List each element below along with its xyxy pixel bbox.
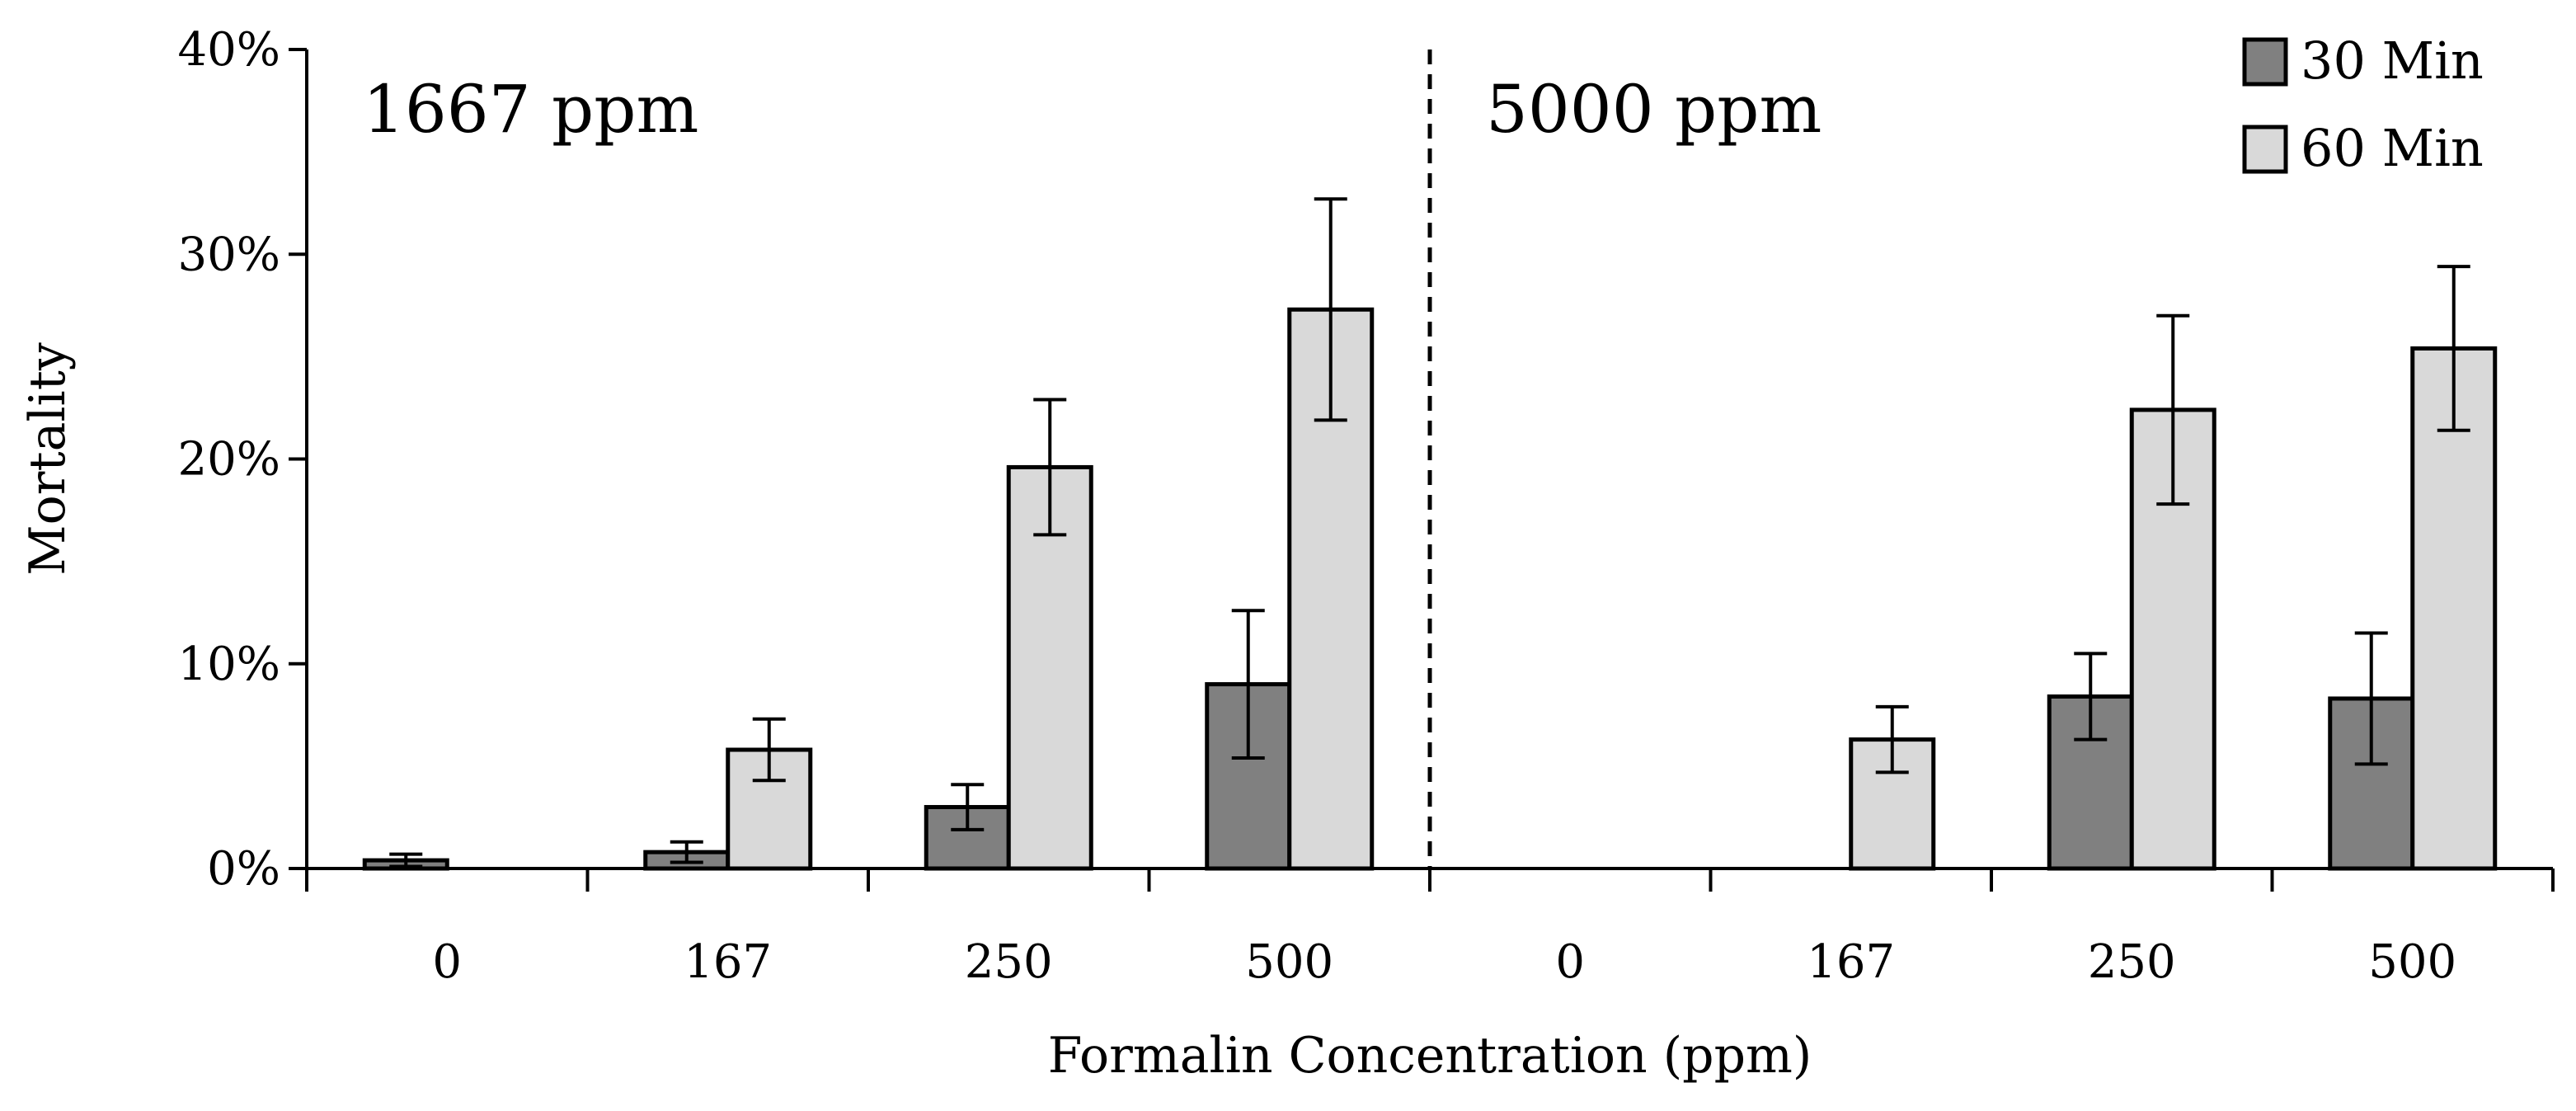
x-tick-label: 167 <box>684 935 772 989</box>
y-tick-label: 10% <box>178 638 280 691</box>
legend-label: 30 Min <box>2301 31 2484 91</box>
x-axis-title: Formalin Concentration (ppm) <box>1048 1027 1812 1085</box>
panel-label: 5000 ppm <box>1486 71 1822 148</box>
x-tick-label: 167 <box>1807 935 1895 989</box>
x-tick-label: 500 <box>2368 935 2456 989</box>
error-bars <box>389 197 2470 869</box>
x-tick-label: 0 <box>432 935 462 989</box>
legend-swatch <box>2242 37 2288 87</box>
legend-label: 60 Min <box>2301 118 2484 178</box>
y-tick-label: 20% <box>178 433 280 487</box>
y-axis-title: Mortality <box>19 342 77 576</box>
x-tick-label: 250 <box>2088 935 2176 989</box>
x-tick-label: 0 <box>1555 935 1585 989</box>
bar <box>2328 696 2415 871</box>
bar <box>1849 737 1936 871</box>
y-tick-label: 40% <box>178 23 280 77</box>
bar <box>2410 346 2498 871</box>
y-tick-label: 30% <box>178 228 280 281</box>
y-tick-label: 0% <box>207 842 280 896</box>
legend: 30 Min 60 Min <box>2242 31 2484 178</box>
bars <box>362 307 2498 871</box>
panel-label: 1667 ppm <box>363 71 698 148</box>
x-tick-label: 250 <box>965 935 1053 989</box>
x-tick-label: 500 <box>1245 935 1333 989</box>
legend-swatch <box>2242 125 2288 174</box>
labels: 0% 10% 20% 30% 40% 0 167 250 500 0 167 250 500 1667 p… <box>19 23 2456 1085</box>
